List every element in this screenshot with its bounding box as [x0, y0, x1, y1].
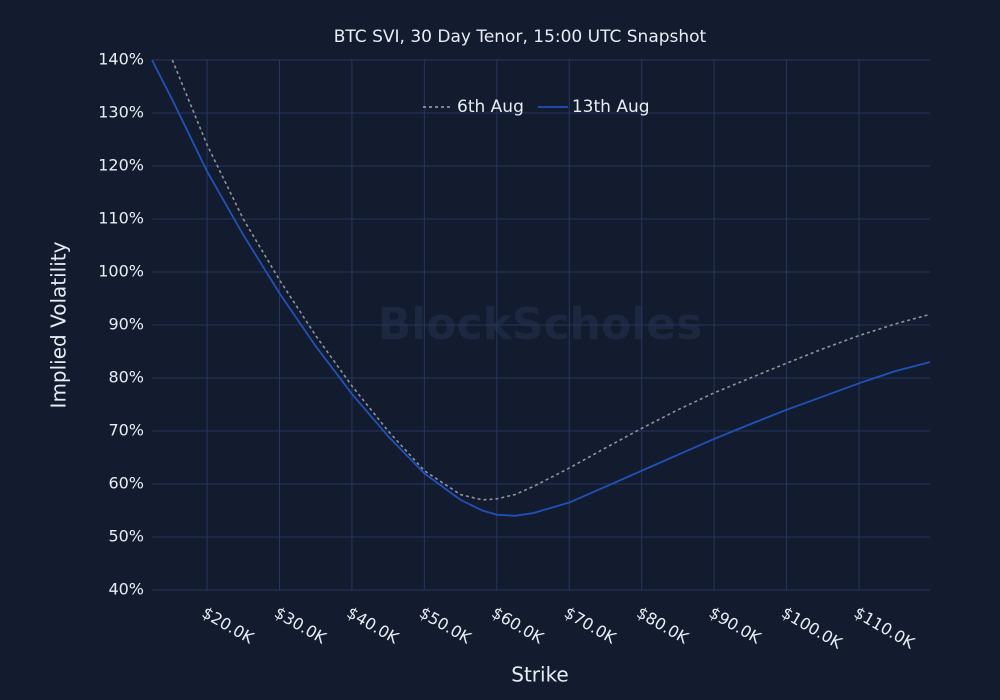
y-tick-label: 80%	[108, 368, 144, 387]
legend-label: 6th Aug	[457, 97, 524, 117]
series-line	[151, 59, 931, 517]
x-tick-label: $100.0K	[778, 603, 846, 653]
x-tick-label: $60.0K	[489, 603, 548, 648]
x-tick-label: $30.0K	[271, 603, 330, 648]
x-axis-label: Strike	[511, 663, 569, 687]
x-tick-label: $50.0K	[416, 603, 475, 648]
y-tick-label: 130%	[98, 103, 144, 122]
chart-title: BTC SVI, 30 Day Tenor, 15:00 UTC Snapsho…	[334, 27, 707, 47]
x-tick-label: $20.0K	[199, 603, 258, 648]
y-tick-label: 140%	[98, 50, 144, 69]
y-tick-label: 70%	[108, 421, 144, 440]
x-tick-label: $110.0K	[851, 603, 919, 653]
y-tick-label: 120%	[98, 156, 144, 175]
x-tick-label: $90.0K	[706, 603, 765, 648]
y-tick-label: 40%	[108, 580, 144, 599]
y-tick-label: 100%	[98, 262, 144, 281]
y-tick-label: 110%	[98, 209, 144, 228]
y-tick-label: 90%	[108, 315, 144, 334]
x-tick-label: $70.0K	[561, 603, 620, 648]
legend-label: 13th Aug	[572, 97, 650, 117]
x-tick-label: $80.0K	[633, 603, 692, 648]
y-tick-label: 60%	[108, 474, 144, 493]
y-axis-label: Implied Volatility	[47, 241, 71, 408]
x-tick-label: $40.0K	[344, 603, 403, 648]
y-tick-label: 50%	[108, 527, 144, 546]
series-line	[171, 59, 931, 501]
